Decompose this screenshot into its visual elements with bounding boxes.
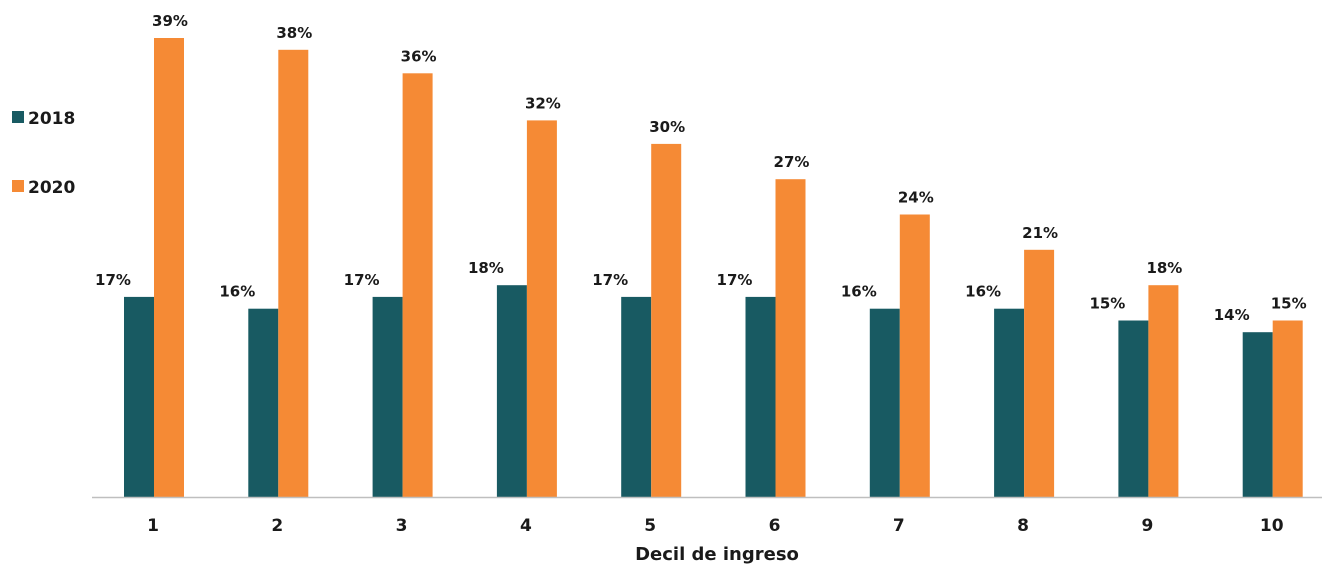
value-label-2020-decil-7: 24% — [898, 189, 934, 207]
bar-2020-decil-5 — [651, 143, 682, 497]
value-label-2018-decil-7: 16% — [841, 283, 877, 301]
bar-2018-decil-8 — [994, 308, 1025, 497]
value-label-2020-decil-4: 32% — [525, 94, 561, 112]
bar-2020-decil-4 — [526, 120, 557, 498]
legend: 2018 2020 — [12, 109, 75, 198]
bars-group — [124, 38, 1303, 498]
value-label-2018-decil-4: 18% — [468, 259, 504, 277]
value-label-2018-decil-2: 16% — [219, 283, 255, 301]
bar-2018-decil-9 — [1118, 320, 1149, 497]
legend-swatch-2018 — [12, 111, 24, 123]
x-tick-label-9: 9 — [1141, 516, 1153, 536]
value-labels-group: 17% 39% 16% 38% 17% 36% 18% 32% 17% 30% 17% 27% 16% 2… — [95, 12, 1307, 324]
value-label-2018-decil-8: 16% — [965, 283, 1001, 301]
bar-2018-decil-5 — [621, 296, 652, 497]
legend-label-2018: 2018 — [28, 109, 75, 129]
value-label-2018-decil-5: 17% — [592, 271, 628, 289]
value-label-2020-decil-9: 18% — [1146, 259, 1182, 277]
bar-2020-decil-10 — [1272, 320, 1303, 497]
legend-swatch-2020 — [12, 180, 24, 192]
bar-2018-decil-6 — [745, 296, 776, 497]
x-axis-title: Decil de ingreso — [635, 544, 799, 565]
bar-2018-decil-7 — [869, 308, 900, 497]
bar-2020-decil-9 — [1148, 285, 1179, 497]
bar-2020-decil-7 — [899, 214, 930, 497]
bar-2020-decil-1 — [154, 38, 184, 497]
bar-2018-decil-2 — [248, 308, 279, 497]
value-label-2020-decil-6: 27% — [774, 153, 810, 171]
value-label-2018-decil-9: 15% — [1089, 295, 1125, 313]
value-label-2018-decil-6: 17% — [717, 271, 753, 289]
x-tick-label-1: 1 — [147, 516, 159, 536]
bar-2018-decil-1 — [124, 296, 154, 497]
x-tick-label-10: 10 — [1260, 516, 1284, 536]
value-label-2020-decil-1: 39% — [152, 12, 188, 30]
legend-label-2020: 2020 — [28, 178, 75, 198]
value-label-2018-decil-10: 14% — [1214, 306, 1250, 324]
value-label-2020-decil-5: 30% — [649, 118, 685, 136]
value-label-2020-decil-10: 15% — [1271, 295, 1307, 313]
value-label-2018-decil-1: 17% — [95, 271, 131, 289]
bar-2018-decil-4 — [496, 285, 527, 497]
x-tick-label-2: 2 — [271, 516, 283, 536]
x-tick-labels: 1 2 3 4 5 6 7 8 9 10 — [147, 516, 1284, 536]
value-label-2018-decil-3: 17% — [344, 271, 380, 289]
x-tick-label-8: 8 — [1017, 516, 1029, 536]
value-label-2020-decil-3: 36% — [401, 47, 437, 65]
bar-2020-decil-2 — [278, 49, 309, 498]
value-label-2020-decil-8: 21% — [1022, 224, 1058, 242]
x-tick-label-7: 7 — [893, 516, 905, 536]
bar-2018-decil-10 — [1242, 332, 1273, 497]
x-tick-label-6: 6 — [769, 516, 781, 536]
x-tick-label-5: 5 — [644, 516, 656, 536]
x-tick-label-3: 3 — [396, 516, 408, 536]
bar-2020-decil-8 — [1024, 249, 1055, 497]
bar-2018-decil-3 — [372, 296, 403, 497]
bar-2020-decil-3 — [402, 73, 433, 498]
bar-2020-decil-6 — [775, 179, 806, 497]
x-tick-label-4: 4 — [520, 516, 532, 536]
value-label-2020-decil-2: 38% — [276, 24, 312, 42]
